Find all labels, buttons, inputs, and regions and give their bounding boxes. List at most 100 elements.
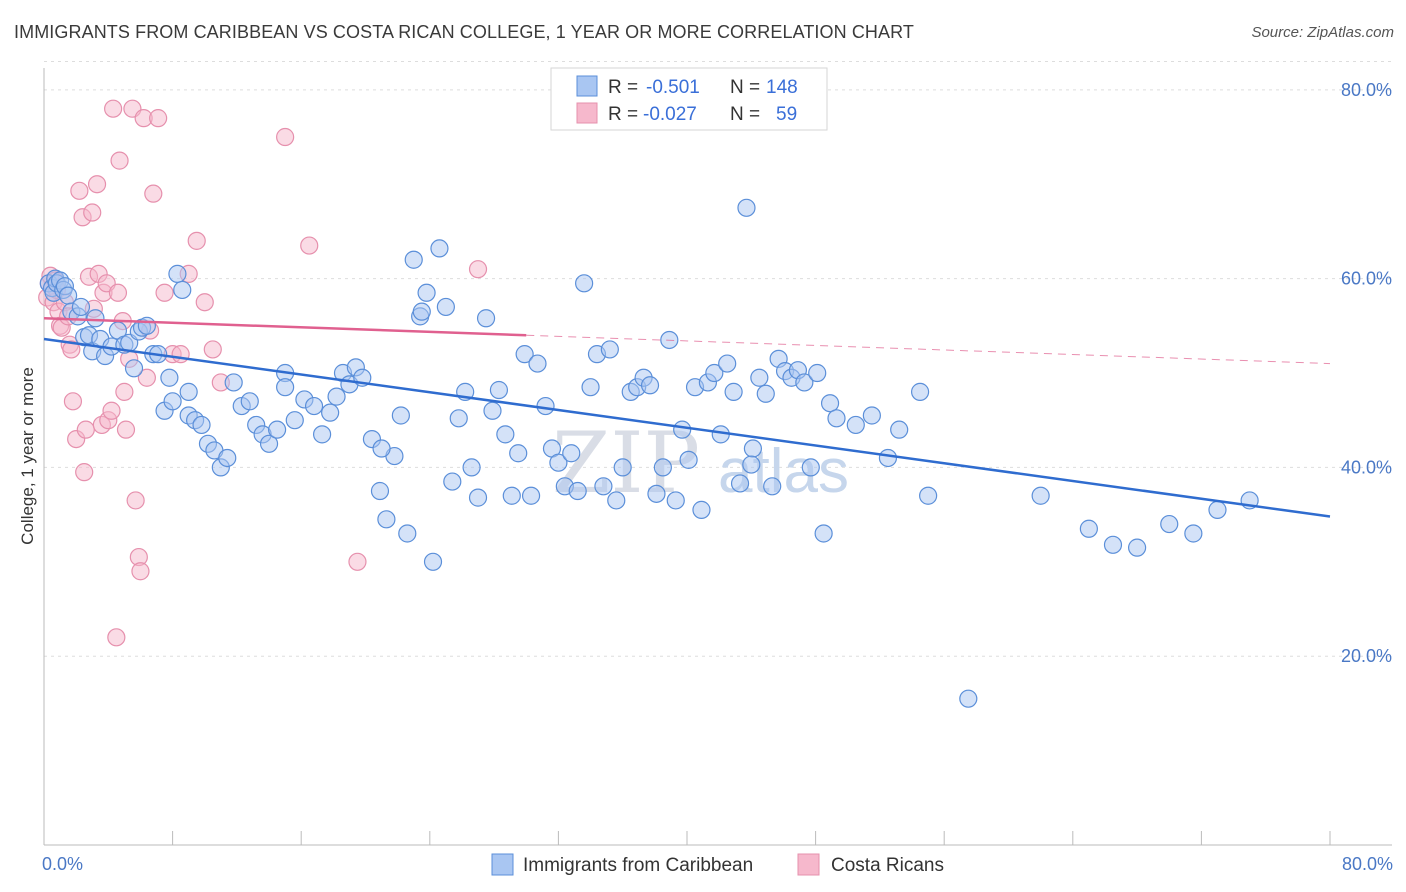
caribbean-point — [743, 439, 763, 458]
legend-n-value-pink: 59 — [776, 104, 797, 125]
caribbean-point — [370, 481, 390, 501]
caribbean-point — [179, 382, 198, 401]
caribbean-point — [86, 309, 105, 328]
caribbean-point — [515, 345, 534, 364]
costa-rican-trend-extension — [526, 334, 1331, 365]
caribbean-trend-line — [43, 337, 1331, 518]
caribbean-point — [640, 376, 660, 395]
y-tick-label-60: 60.0% — [1341, 269, 1392, 289]
caribbean-point — [549, 453, 568, 472]
caribbean-point — [890, 420, 909, 439]
caribbean-point — [878, 448, 898, 468]
caribbean-point — [423, 552, 443, 571]
y-axis-title: College, 1 year or more — [18, 367, 37, 545]
caribbean-point — [581, 378, 600, 397]
series-legend-label-pink: Costa Ricans — [831, 855, 944, 876]
caribbean-point — [430, 239, 449, 258]
costa-rican-point — [155, 283, 174, 302]
costa-rican-point — [137, 368, 156, 387]
costa-rican-point — [171, 345, 190, 364]
caribbean-point — [509, 444, 528, 463]
caribbean-point — [692, 500, 711, 519]
costa-rican-point — [87, 175, 107, 194]
caribbean-point — [224, 373, 243, 392]
caribbean-point — [443, 472, 462, 491]
costa-rican-point — [115, 382, 134, 401]
costa-rican-point — [102, 401, 121, 420]
caribbean-point — [568, 481, 587, 501]
caribbean-point — [756, 384, 775, 403]
caribbean-point — [124, 359, 144, 378]
costa-rican-point — [63, 392, 83, 411]
axes — [43, 68, 1392, 846]
series-costa-ricans — [38, 99, 488, 647]
y-tick-label-40: 40.0% — [1341, 457, 1392, 477]
caribbean-point — [666, 491, 685, 510]
caribbean-point — [959, 689, 978, 708]
caribbean-point — [163, 392, 182, 411]
caribbean-point — [763, 477, 782, 496]
caribbean-point — [285, 411, 304, 430]
caribbean-point — [607, 491, 626, 510]
caribbean-point — [1208, 500, 1227, 519]
caribbean-point — [795, 373, 814, 392]
caribbean-point — [71, 297, 91, 317]
caribbean-point — [1031, 486, 1050, 505]
legend-swatch-blue — [576, 75, 598, 97]
caribbean-point — [647, 484, 666, 503]
caribbean-point — [377, 510, 396, 529]
caribbean-point — [862, 406, 881, 425]
caribbean-point — [575, 274, 594, 293]
caribbean-point — [137, 316, 156, 335]
caribbean-point — [173, 280, 192, 300]
caribbean-point — [276, 378, 295, 397]
caribbean-point — [827, 409, 846, 428]
costa-rican-point — [131, 562, 150, 581]
correlation-legend: R = -0.501 N = 148 R = -0.027 N = 59 — [550, 67, 828, 131]
costa-rican-point — [468, 260, 488, 279]
caribbean-point — [536, 396, 555, 416]
caribbean-point — [412, 302, 431, 321]
caribbean-point — [321, 403, 340, 422]
costa-rican-point — [187, 231, 206, 250]
caribbean-point — [910, 382, 930, 401]
caribbean-point — [1184, 524, 1203, 543]
caribbean-point — [679, 450, 698, 469]
watermark-atlas: atlas — [718, 437, 849, 506]
legend-r-label-blue: R = — [608, 77, 638, 98]
caribbean-point — [267, 420, 287, 439]
costa-rican-point — [62, 340, 81, 359]
caribbean-point — [476, 309, 496, 328]
caribbean-point — [742, 455, 761, 474]
caribbean-point — [259, 434, 279, 453]
caribbean-point — [919, 486, 938, 505]
costa-rican-point — [195, 293, 214, 312]
costa-rican-point — [276, 127, 295, 147]
costa-rican-point — [149, 109, 168, 128]
y-tick-label-20: 20.0% — [1341, 646, 1392, 666]
caribbean-point — [1103, 535, 1123, 554]
costa-rican-point — [70, 181, 89, 200]
caribbean-point — [521, 486, 541, 505]
caribbean-point — [218, 448, 237, 468]
costa-rican-point — [83, 203, 102, 222]
chart-title: IMMIGRANTS FROM CARIBBEAN VS COSTA RICAN… — [14, 22, 915, 42]
y-tick-labels: 20.0% 40.0% 60.0% 80.0% — [1341, 80, 1392, 666]
y-tick-label-80: 80.0% — [1341, 80, 1392, 100]
caribbean-point — [312, 425, 332, 444]
caribbean-point — [160, 368, 179, 387]
caribbean-point — [240, 392, 259, 411]
costa-rican-trend-line — [43, 317, 527, 337]
caribbean-point — [600, 340, 619, 359]
caribbean-point — [391, 406, 410, 425]
caribbean-point — [737, 198, 756, 217]
caribbean-point — [1127, 538, 1147, 557]
legend-swatch-pink — [576, 102, 598, 124]
x-tick-label-min: 0.0% — [42, 854, 83, 874]
caribbean-point — [820, 394, 840, 413]
caribbean-point — [436, 297, 455, 317]
caribbean-point — [468, 488, 488, 507]
legend-n-value-blue: 148 — [766, 77, 798, 98]
caribbean-point — [613, 458, 632, 477]
